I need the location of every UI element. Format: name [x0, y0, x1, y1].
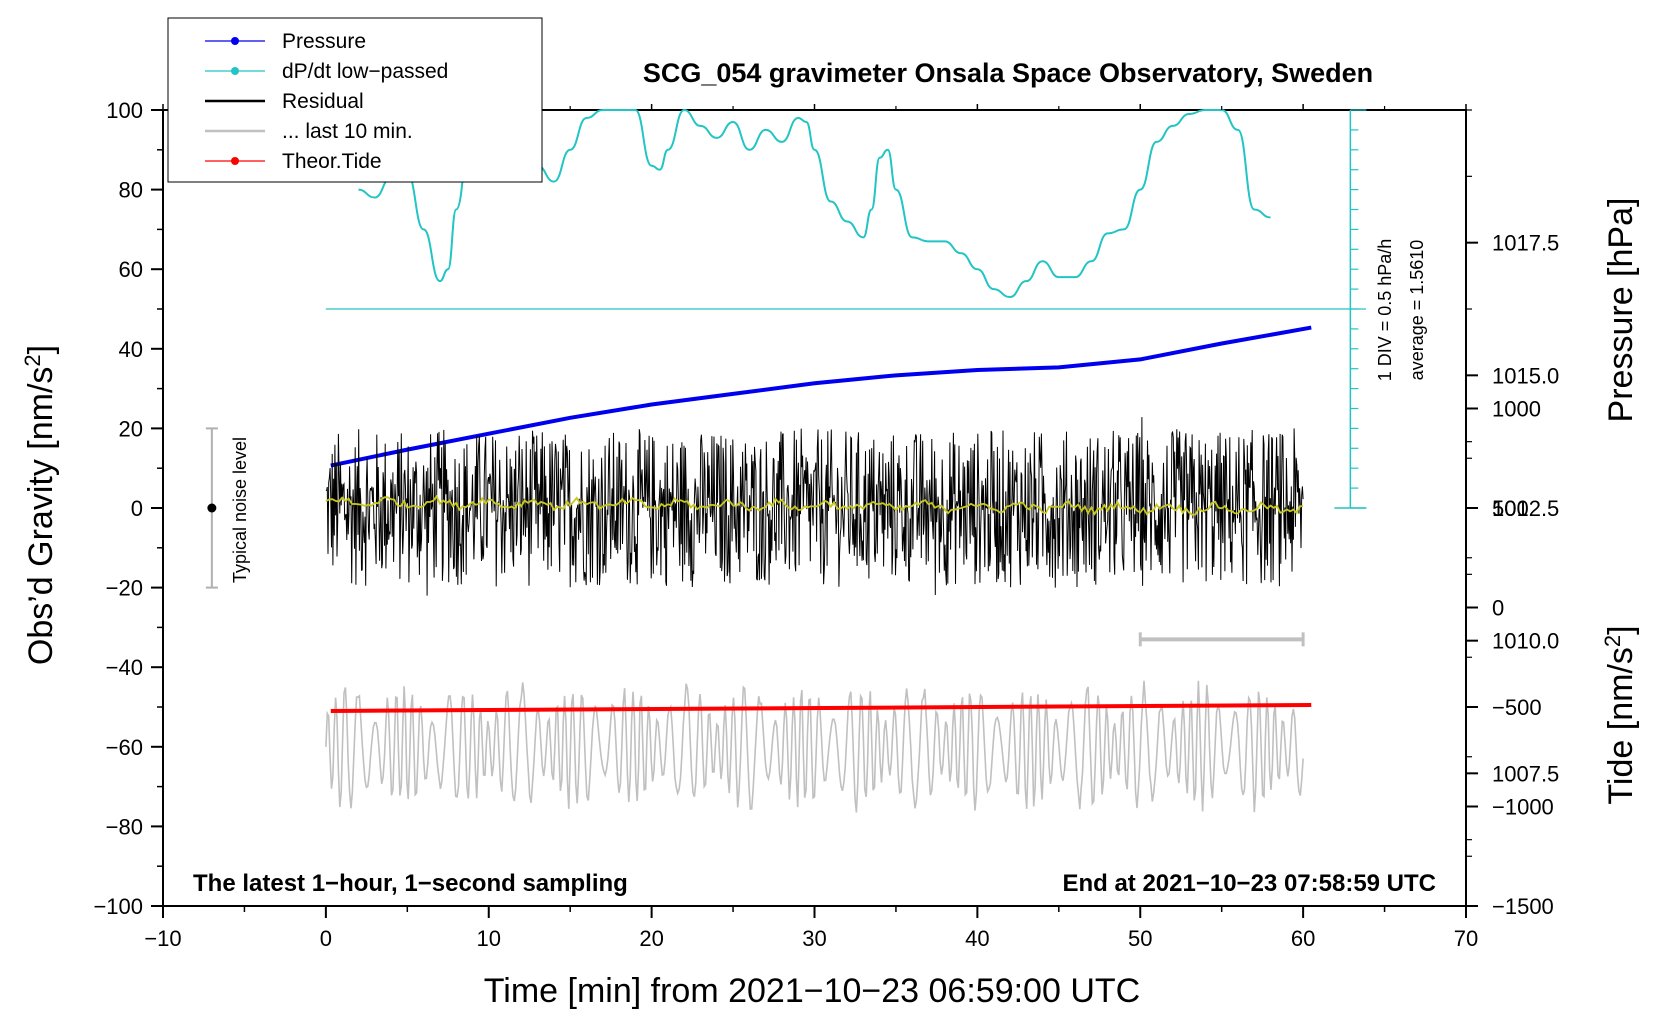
tide-tick-label: −500	[1492, 695, 1542, 720]
legend-swatch-dot	[231, 37, 239, 45]
x-tick-label: 60	[1291, 926, 1315, 951]
y-tick-label: 40	[119, 337, 143, 362]
x-tick-label: 40	[965, 926, 989, 951]
y-tick-label: −100	[93, 894, 143, 919]
residual-smoothed-line	[325, 494, 1304, 516]
y-tick-label: 60	[119, 257, 143, 282]
x-tick-label: 20	[639, 926, 663, 951]
y-axis-label-left-main: Obs’d Gravity [nm/s	[22, 367, 60, 666]
legend-swatch-dot	[231, 67, 239, 75]
tide-tick-label: −1000	[1492, 795, 1554, 820]
tide-series-line	[330, 703, 1312, 713]
chart-title: SCG_054 gravimeter Onsala Space Observat…	[643, 58, 1373, 88]
y-axis-label-tide: Tide [nm/s2]	[1600, 625, 1640, 804]
footnote-right: End at 2021−10−23 07:58:59 UTC	[1062, 870, 1436, 897]
dpdt-scale-label: 1 DIV = 0.5 hPa/h	[1375, 239, 1395, 382]
y-tick-label: −60	[106, 735, 143, 760]
legend-label: Pressure	[282, 30, 366, 53]
y-tick-label: 0	[131, 496, 143, 521]
y-axis-label-tide-main: Tide [nm/s	[1602, 647, 1640, 804]
y-axis-label-left-end: ]	[22, 345, 60, 354]
x-tick-label: −10	[144, 926, 181, 951]
tide-tick-label: −1500	[1492, 894, 1554, 919]
y-axis-label-left-sup: 2	[20, 354, 45, 366]
footnote-left: The latest 1−hour, 1−second sampling	[193, 870, 628, 897]
data-layer	[205, 108, 1367, 813]
noise-level-label: Typical noise level	[230, 437, 250, 583]
last10-series-line	[325, 680, 1304, 813]
y-tick-label: −20	[106, 576, 143, 601]
y-tick-label: 100	[106, 98, 143, 123]
legend: Pressure dP/dt low−passed Residual ... last…	[167, 17, 543, 183]
legend-label: Theor.Tide	[282, 150, 382, 173]
x-tick-label: 50	[1128, 926, 1152, 951]
x-tick-label: 30	[802, 926, 826, 951]
tide-tick-label: 0	[1492, 596, 1504, 621]
pressure-series-line	[330, 325, 1312, 468]
pressure-tick-label: 1010.0	[1492, 629, 1559, 654]
y-tick-label: 20	[119, 416, 143, 441]
tide-tick-label: 500	[1492, 496, 1529, 521]
pressure-tick-label: 1012.5	[1492, 496, 1559, 521]
tide-tick-label: 1000	[1492, 397, 1541, 422]
pressure-tick-label: 1007.5	[1492, 761, 1559, 786]
legend-label: dP/dt low−passed	[282, 60, 448, 83]
residual-series-line	[325, 417, 1304, 596]
pressure-tick-label: 1017.5	[1492, 231, 1559, 256]
y-axis-label-tide-sup: 2	[1600, 635, 1625, 647]
legend-label: Residual	[282, 90, 364, 113]
y-tick-label: −40	[106, 655, 143, 680]
legend-label: ... last 10 min.	[282, 120, 413, 143]
pressure-tick-label: 1015.0	[1492, 363, 1559, 388]
y-tick-label: −80	[106, 814, 143, 839]
x-tick-label: 10	[477, 926, 501, 951]
legend-swatch-dot	[231, 157, 239, 165]
y-axis-label-pressure: Pressure [hPa]	[1602, 198, 1640, 423]
y-axis-label-left: Obs’d Gravity [nm/s2]	[20, 345, 60, 665]
x-tick-label: 70	[1454, 926, 1478, 951]
x-tick-label: 0	[320, 926, 332, 951]
y-axis-label-tide-end: ]	[1602, 625, 1640, 634]
noise-bar-dot	[207, 503, 217, 513]
dpdt-average-label: average = 1.5610	[1407, 240, 1427, 381]
tick-layer: −10 0 10 20 30 40 50 60 70−100−80−60−40−20020406…	[93, 98, 1559, 951]
x-axis-label: Time [min] from 2021−10−23 06:59:00 UTC	[484, 972, 1140, 1010]
y-tick-label: 80	[119, 178, 143, 203]
